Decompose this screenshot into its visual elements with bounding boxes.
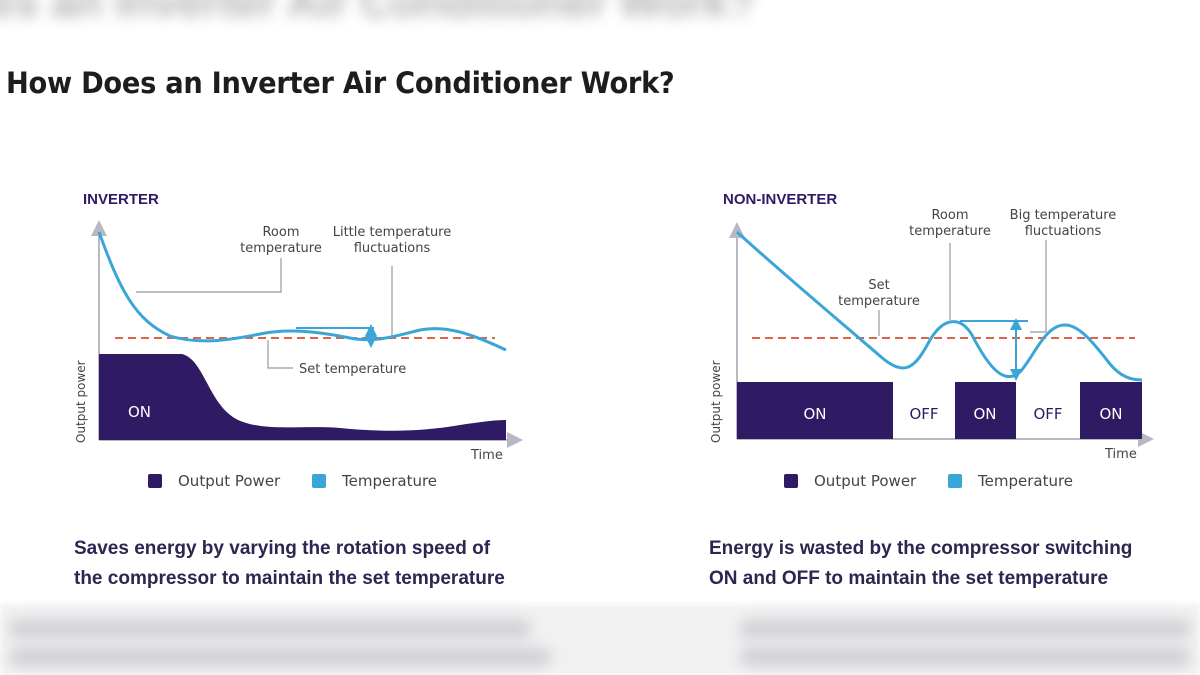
non-inverter-legend-temp-label: Temperature: [977, 472, 1073, 490]
non-inverter-on-block-3: [1080, 382, 1142, 439]
inverter-caption-line-1: Saves energy by varying the rotation spe…: [74, 538, 491, 559]
blurred-footer: [0, 604, 1200, 675]
non-inverter-set-temp-label-1: Set: [868, 278, 889, 293]
inverter-fluct-label-2: fluctuations: [354, 241, 431, 256]
non-inverter-room-temp-label-1: Room: [931, 208, 968, 223]
inverter-room-temp-leader: [136, 258, 282, 293]
non-inverter-on-block-1: [737, 382, 893, 439]
non-inverter-block-label-4: OFF: [1033, 405, 1062, 423]
non-inverter-caption-line-1: Energy is wasted by the compressor switc…: [709, 538, 1133, 559]
non-inverter-x-axis-label: Time: [1104, 447, 1137, 462]
non-inverter-on-block-2: [955, 382, 1016, 439]
inverter-x-axis-label: Time: [470, 448, 503, 463]
inverter-room-temp-label-1: Room: [262, 225, 299, 240]
non-inverter-fluct-label-1: Big temperature: [1010, 208, 1117, 223]
non-inverter-fluct-label-2: fluctuations: [1025, 224, 1102, 239]
inverter-set-temp-leader: [267, 340, 293, 369]
inverter-temperature-curve: [97, 231, 507, 352]
non-inverter-fluct-leader: [1030, 240, 1047, 333]
inverter-y-axis-label: Output power: [74, 360, 88, 443]
non-inverter-legend-temp-swatch: [948, 474, 962, 488]
non-inverter-room-temp-label-2: temperature: [909, 224, 991, 239]
non-inverter-legend-power-label: Output Power: [814, 472, 917, 490]
inverter-set-temp-label: Set temperature: [299, 362, 406, 377]
inverter-legend-power-label: Output Power: [178, 472, 281, 490]
inverter-output-power-area: [99, 354, 506, 440]
inverter-caption-line-2: the compressor to maintain the set tempe…: [74, 568, 505, 589]
non-inverter-panel: NON-INVERTER ON OFF ON OFF ON Room tempe…: [709, 191, 1154, 490]
inverter-panel: INVERTER ON Room temperature Little temp…: [74, 191, 523, 490]
non-inverter-y-axis-label: Output power: [709, 360, 723, 443]
blurred-heading: es an Inverter Air Conditioner Work?: [0, 0, 756, 27]
non-inverter-set-temp-label-2: temperature: [838, 294, 920, 309]
page-title: How Does an Inverter Air Conditioner Wor…: [6, 66, 675, 100]
non-inverter-legend-power-swatch: [784, 474, 798, 488]
non-inverter-block-label-3: ON: [973, 405, 996, 423]
non-inverter-temperature-curve: [735, 230, 1143, 382]
non-inverter-block-label-1: ON: [803, 405, 826, 423]
non-inverter-block-label-2: OFF: [909, 405, 938, 423]
inverter-room-temp-label-2: temperature: [240, 241, 322, 256]
inverter-heading: INVERTER: [83, 191, 159, 208]
inverter-legend-temp-swatch: [312, 474, 326, 488]
inverter-fluct-label-1: Little temperature: [333, 225, 452, 240]
non-inverter-caption: Energy is wasted by the compressor switc…: [709, 534, 1132, 594]
inverter-caption: Saves energy by varying the rotation spe…: [74, 534, 505, 594]
inverter-on-label: ON: [128, 403, 151, 421]
non-inverter-block-label-5: ON: [1099, 405, 1122, 423]
non-inverter-heading: NON-INVERTER: [723, 191, 837, 208]
inverter-legend-temp-label: Temperature: [341, 472, 437, 490]
inverter-legend-power-swatch: [148, 474, 162, 488]
non-inverter-caption-line-2: ON and OFF to maintain the set temperatu…: [709, 568, 1109, 589]
